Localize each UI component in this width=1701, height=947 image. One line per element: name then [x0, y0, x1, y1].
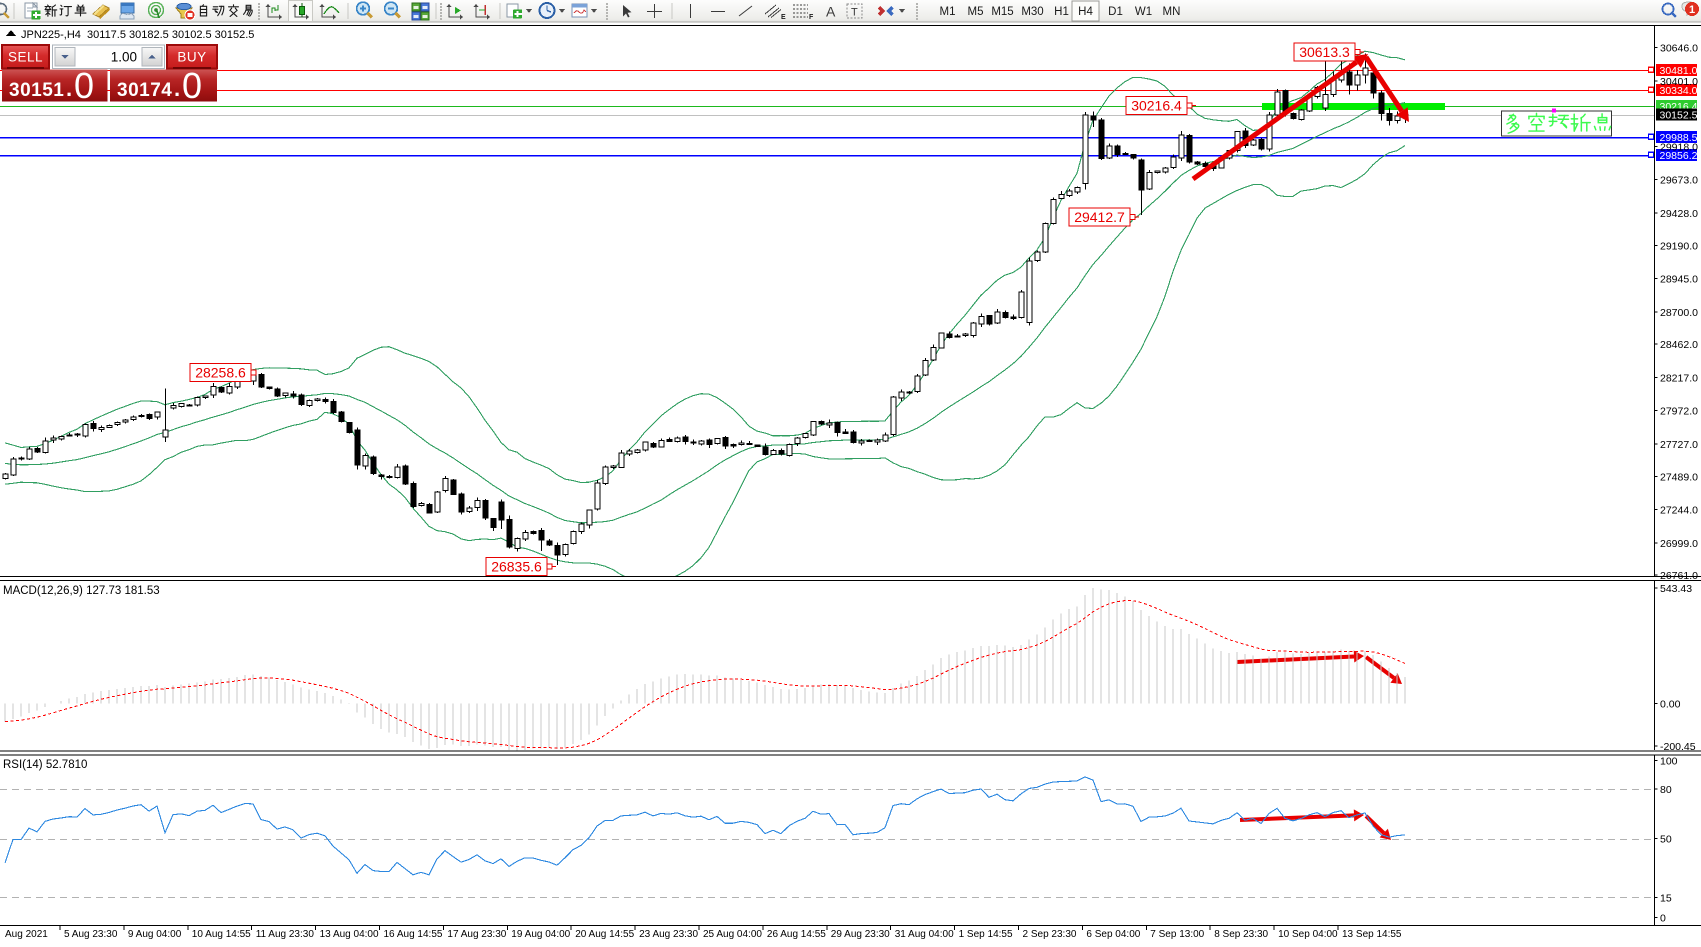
svg-text:2 Sep 23:30: 2 Sep 23:30 — [1023, 929, 1077, 940]
svg-text:16 Aug 14:55: 16 Aug 14:55 — [384, 929, 443, 940]
svg-text:30334.0: 30334.0 — [1660, 85, 1698, 97]
svg-text:9 Aug 04:00: 9 Aug 04:00 — [128, 929, 182, 940]
svg-text:H4: H4 — [1078, 6, 1093, 18]
svg-text:Aug 2021: Aug 2021 — [5, 929, 48, 940]
svg-text:15: 15 — [1660, 893, 1672, 905]
svg-text:28217.0: 28217.0 — [1660, 372, 1698, 384]
svg-text:19 Aug 04:00: 19 Aug 04:00 — [511, 929, 570, 940]
svg-text:26 Aug 14:55: 26 Aug 14:55 — [767, 929, 826, 940]
svg-text:29988.5: 29988.5 — [1660, 132, 1698, 144]
svg-text:29673.0: 29673.0 — [1660, 175, 1698, 187]
svg-text:30481.0: 30481.0 — [1660, 65, 1698, 77]
svg-text:0.00: 0.00 — [1660, 699, 1681, 711]
svg-text:28700.0: 28700.0 — [1660, 307, 1698, 319]
svg-text:27244.0: 27244.0 — [1660, 505, 1698, 517]
svg-text:26761.0: 26761.0 — [1660, 570, 1698, 582]
svg-text:29412.7: 29412.7 — [1074, 209, 1125, 225]
svg-text:543.43: 543.43 — [1660, 583, 1692, 595]
svg-text:1.00: 1.00 — [111, 50, 137, 65]
svg-text:17 Aug 23:30: 17 Aug 23:30 — [447, 929, 506, 940]
svg-text:D1: D1 — [1108, 6, 1123, 18]
svg-text:SELL: SELL — [8, 50, 43, 65]
svg-text:20 Aug 14:55: 20 Aug 14:55 — [575, 929, 634, 940]
svg-text:0: 0 — [74, 65, 94, 106]
svg-text:0: 0 — [1660, 913, 1666, 925]
svg-text:28462.0: 28462.0 — [1660, 339, 1698, 351]
svg-text:M30: M30 — [1021, 6, 1043, 18]
svg-text:30216.4: 30216.4 — [1131, 98, 1182, 114]
svg-text:7 Sep 13:00: 7 Sep 13:00 — [1150, 929, 1204, 940]
svg-text:30151: 30151 — [9, 80, 64, 101]
svg-text:30613.3: 30613.3 — [1299, 44, 1350, 60]
svg-text:E: E — [781, 14, 786, 21]
svg-text:.: . — [174, 76, 180, 101]
svg-text:29190.0: 29190.0 — [1660, 240, 1698, 252]
svg-text:28258.6: 28258.6 — [195, 365, 246, 381]
svg-text:23 Aug 23:30: 23 Aug 23:30 — [639, 929, 698, 940]
svg-text:1 Sep 14:55: 1 Sep 14:55 — [959, 929, 1013, 940]
svg-text:13 Sep 14:55: 13 Sep 14:55 — [1342, 929, 1402, 940]
svg-text:F: F — [809, 14, 814, 21]
svg-text:30646.0: 30646.0 — [1660, 43, 1698, 55]
svg-text:29428.0: 29428.0 — [1660, 208, 1698, 220]
svg-text:6 Sep 04:00: 6 Sep 04:00 — [1086, 929, 1140, 940]
svg-text:M1: M1 — [940, 6, 956, 18]
svg-text:13 Aug 04:00: 13 Aug 04:00 — [320, 929, 379, 940]
svg-text:JPN225-,H4 30117.5 30182.5 30: JPN225-,H4 30117.5 30182.5 30102.5 30152… — [21, 29, 254, 41]
svg-text:30174: 30174 — [117, 80, 172, 101]
svg-text:100: 100 — [1660, 756, 1678, 768]
svg-text:29918.0: 29918.0 — [1660, 141, 1698, 153]
svg-text:27489.0: 27489.0 — [1660, 471, 1698, 483]
svg-text:26835.6: 26835.6 — [491, 559, 542, 575]
svg-text:27727.0: 27727.0 — [1660, 439, 1698, 451]
svg-text:10 Aug 14:55: 10 Aug 14:55 — [192, 929, 251, 940]
svg-text:MN: MN — [1163, 6, 1181, 18]
svg-text:MACD(12,26,9) 127.73 181.53: MACD(12,26,9) 127.73 181.53 — [3, 585, 160, 597]
svg-text:29856.2: 29856.2 — [1660, 150, 1698, 162]
svg-text:W1: W1 — [1135, 6, 1152, 18]
svg-text:28945.0: 28945.0 — [1660, 274, 1698, 286]
svg-text:11 Aug 23:30: 11 Aug 23:30 — [256, 929, 315, 940]
svg-text:30401.0: 30401.0 — [1660, 76, 1698, 88]
svg-text:26999.0: 26999.0 — [1660, 538, 1698, 550]
svg-text:M5: M5 — [968, 6, 984, 18]
svg-text:0: 0 — [182, 65, 202, 106]
svg-text:8 Sep 23:30: 8 Sep 23:30 — [1214, 929, 1268, 940]
svg-text:RSI(14) 52.7810: RSI(14) 52.7810 — [3, 759, 87, 771]
svg-text:31 Aug 04:00: 31 Aug 04:00 — [895, 929, 954, 940]
svg-text:T: T — [851, 7, 858, 19]
svg-text:.: . — [66, 76, 72, 101]
svg-text:50: 50 — [1660, 834, 1672, 846]
svg-text:29 Aug 23:30: 29 Aug 23:30 — [831, 929, 890, 940]
svg-text:BUY: BUY — [177, 50, 206, 65]
svg-text:80: 80 — [1660, 784, 1672, 796]
svg-text:25 Aug 04:00: 25 Aug 04:00 — [703, 929, 762, 940]
svg-text:M15: M15 — [991, 6, 1013, 18]
svg-text:H1: H1 — [1054, 6, 1069, 18]
svg-text:30152.5: 30152.5 — [1660, 110, 1698, 122]
svg-text:5 Aug 23:30: 5 Aug 23:30 — [64, 929, 118, 940]
svg-text:-200.45: -200.45 — [1660, 741, 1696, 753]
svg-text:27972.0: 27972.0 — [1660, 406, 1698, 418]
svg-text:1: 1 — [1689, 4, 1695, 16]
svg-text:10 Sep 04:00: 10 Sep 04:00 — [1278, 929, 1338, 940]
svg-text:A: A — [826, 4, 836, 20]
